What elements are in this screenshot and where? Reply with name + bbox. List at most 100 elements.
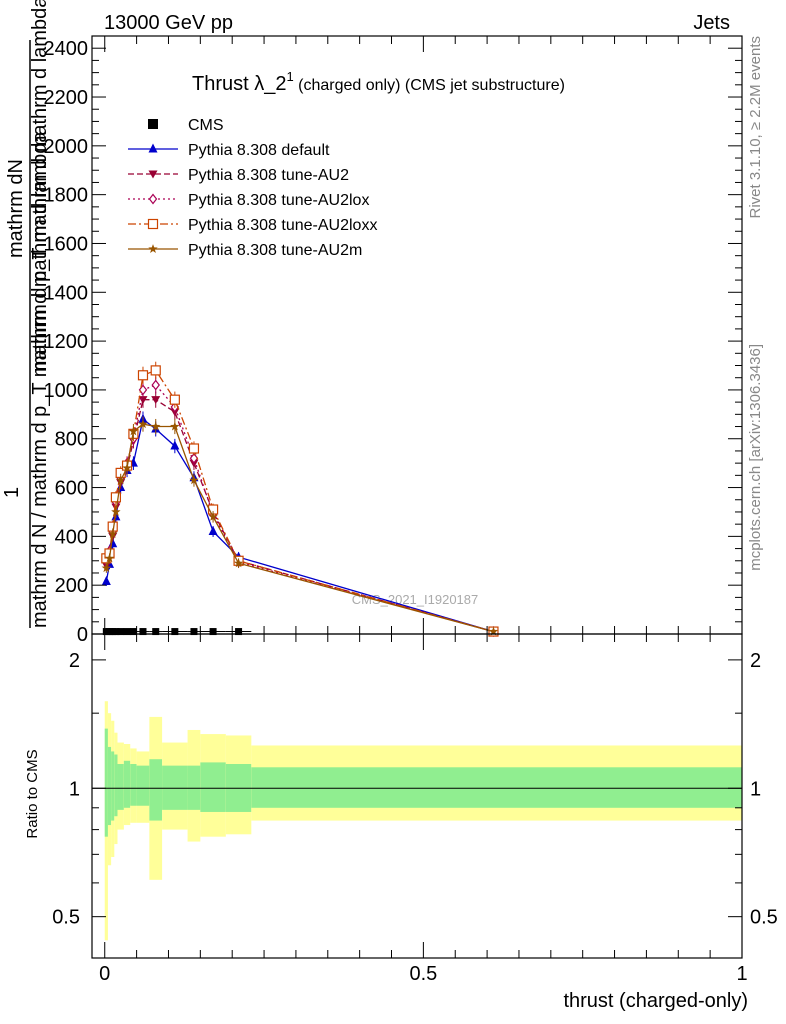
- series-line: [105, 399, 494, 633]
- y-tick-label: 1800: [44, 185, 89, 207]
- data-point-marker: [138, 419, 148, 429]
- data-point-marker: [117, 628, 125, 636]
- data-point-marker: [122, 463, 132, 472]
- data-point-marker: [208, 511, 218, 521]
- data-point-marker: [112, 628, 120, 636]
- data-point-marker: [208, 525, 218, 535]
- y-tick-label: 600: [55, 478, 88, 500]
- legend-entry: Pythia 8.308 default: [128, 142, 330, 159]
- legend-entry: Pythia 8.308 tune-AU2loxx: [128, 217, 377, 234]
- y-tick-label: 400: [55, 526, 88, 548]
- data-point-marker: [101, 563, 111, 573]
- data-point-marker: [148, 119, 158, 129]
- y-tick-label: 1600: [44, 233, 89, 255]
- ratio-inner-band: [187, 765, 201, 810]
- data-point-marker: [170, 421, 180, 431]
- data-point-marker: [151, 421, 161, 431]
- y-tick-label: 2000: [44, 136, 89, 158]
- data-point-marker: [170, 440, 180, 450]
- ratio-inner-band: [107, 746, 112, 826]
- ratio-y-tick-label-right: 0.5: [750, 907, 778, 929]
- x-tick-label: 1: [736, 963, 747, 985]
- data-point-marker: [190, 628, 198, 636]
- analysis-watermark: CMS_2021_I1920187: [352, 592, 479, 607]
- y-tick-label: 2400: [44, 38, 89, 60]
- series-0: [102, 628, 252, 636]
- x-tick-label: 0: [99, 963, 110, 985]
- ylabel-bottom: mathrm d N / mathrm d p_T mathrm d mathr…: [29, 131, 51, 628]
- ratio-inner-band: [251, 767, 742, 808]
- legend-label: Pythia 8.308 tune-AU2m: [188, 242, 362, 259]
- ratio-inner-band: [200, 762, 226, 812]
- data-point-marker: [151, 396, 161, 405]
- data-point-marker: [148, 170, 158, 179]
- ylabel-top2: mathrm d p_T mathrm d mathrm d lambda: [29, 0, 51, 372]
- data-point-marker: [139, 628, 147, 636]
- data-point-marker: [152, 628, 160, 636]
- data-point-marker: [189, 475, 199, 485]
- main-series: [101, 361, 499, 638]
- axes: 0200400600800100012001400160018002000220…: [44, 35, 778, 985]
- ratio-y-tick-label: 1: [69, 778, 80, 800]
- ratio-inner-band: [111, 751, 115, 821]
- data-point-marker: [116, 475, 126, 485]
- data-point-marker: [488, 626, 499, 636]
- ratio-inner-band: [117, 764, 124, 810]
- data-point-marker: [129, 628, 137, 636]
- data-point-marker: [108, 529, 118, 538]
- data-point-marker: [148, 143, 158, 153]
- chart-title-sup: 1: [286, 69, 293, 84]
- header-left: 13000 GeV pp: [104, 12, 233, 34]
- ratio-inner-band: [123, 760, 131, 808]
- data-point-marker: [209, 628, 217, 636]
- y-tick-label: 1400: [44, 282, 89, 304]
- data-point-marker: [110, 492, 121, 503]
- y-tick-label: 2200: [44, 87, 89, 109]
- legend-label: CMS: [188, 117, 224, 134]
- data-point-marker: [147, 218, 159, 230]
- ratio-frame: [91, 633, 743, 959]
- data-point-marker: [101, 576, 111, 586]
- x-tick-label: 0.5: [409, 963, 437, 985]
- ratio-ylabel: Ratio to CMS: [24, 749, 41, 838]
- data-point-marker: [171, 628, 179, 636]
- ratio-inner-band: [104, 728, 108, 837]
- ratio-bands: [92, 701, 742, 941]
- data-point-marker: [233, 558, 244, 568]
- data-point-marker: [235, 628, 243, 636]
- ratio-y-tick-label: 0.5: [52, 907, 80, 929]
- data-point-marker: [150, 365, 161, 376]
- legend-entry: CMS: [148, 117, 224, 134]
- legend-label: Pythia 8.308 default: [188, 142, 330, 159]
- data-point-marker: [111, 507, 121, 516]
- legend-label: Pythia 8.308 tune-AU2loxx: [188, 217, 377, 234]
- ratio-inner-band: [162, 765, 188, 810]
- legend-entry: Pythia 8.308 tune-AU2lox: [128, 192, 369, 209]
- data-point-marker: [137, 370, 149, 381]
- legend-label: Pythia 8.308 tune-AU2lox: [188, 192, 369, 209]
- ratio-inner-band: [149, 759, 163, 821]
- data-point-marker: [151, 379, 160, 391]
- series-line: [105, 384, 494, 633]
- legend: CMS Pythia 8.308 default Pythia 8.308 tune…: [128, 117, 377, 259]
- data-point-marker: [123, 628, 131, 636]
- data-point-marker: [148, 244, 158, 253]
- legend-label: Pythia 8.308 tune-AU2: [188, 167, 349, 184]
- main-ylabel: mathrm dN mathrm d p_T mathrm d mathrm d…: [1, 0, 51, 628]
- chart-title-main: Thrust λ_2: [192, 73, 286, 95]
- legend-entry: Pythia 8.308 tune-AU2m: [128, 242, 362, 259]
- ratio-inner-band: [136, 765, 150, 806]
- ylabel-top: mathrm dN: [5, 159, 27, 258]
- ratio-y-tick-label-right: 1: [750, 778, 761, 800]
- series-line: [105, 423, 494, 633]
- data-point-marker: [104, 553, 115, 563]
- ratio-inner-band: [114, 754, 118, 817]
- mcplots-label: mcplots.cern.ch [arXiv:1306.3436]: [747, 344, 764, 571]
- y-tick-label: 1200: [44, 331, 89, 353]
- chart-title: Thrust λ_21 (charged only) (CMS jet subs…: [192, 69, 565, 95]
- data-point-marker: [189, 452, 199, 464]
- y-tick-label: 0: [77, 624, 88, 646]
- legend-entry: Pythia 8.308 tune-AU2: [128, 167, 349, 184]
- data-point-marker: [188, 443, 200, 454]
